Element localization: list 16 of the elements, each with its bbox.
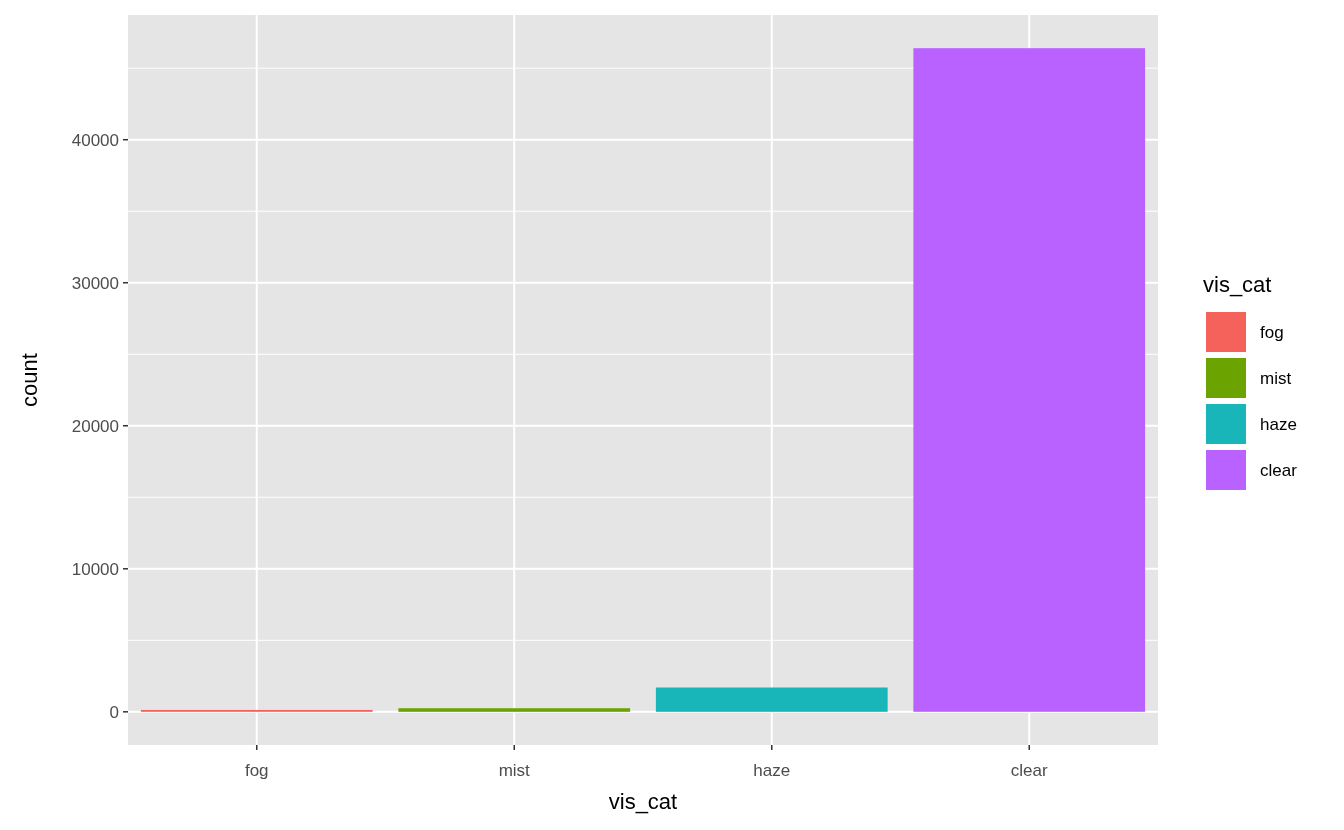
legend-label: haze (1260, 414, 1297, 434)
legend-label: mist (1260, 368, 1292, 388)
x-tick-label: mist (498, 761, 531, 780)
legend-label: clear (1260, 460, 1298, 480)
y-tick-label: 40000 (71, 130, 119, 150)
x-tick-label: clear (1010, 761, 1049, 780)
legend-title: vis_cat (1203, 272, 1272, 297)
legend-label: fog (1260, 322, 1284, 342)
y-tick-label: 10000 (71, 559, 119, 579)
x-tick-label: fog (244, 761, 269, 780)
x-tick-label: haze (753, 761, 791, 780)
y-tick-label: 30000 (71, 273, 119, 293)
y-tick-label: 20000 (71, 416, 119, 436)
x-axis-title: vis_cat (608, 789, 678, 814)
y-tick-label: 0 (109, 702, 119, 722)
y-axis-title: count (17, 353, 42, 407)
